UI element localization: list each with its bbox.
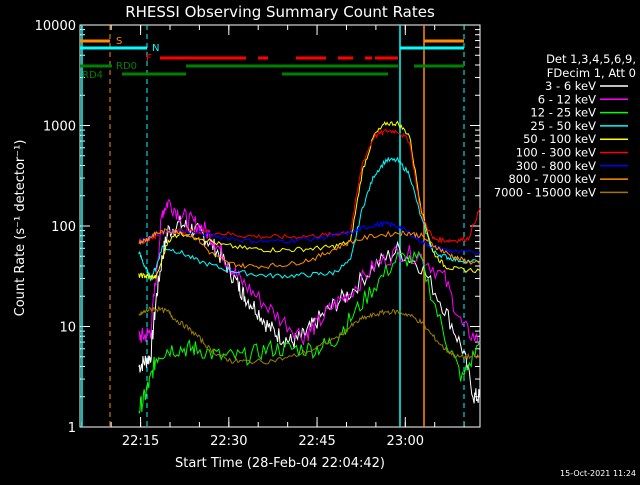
legend-label-4: 50 - 100 keV bbox=[523, 132, 596, 146]
legend-label-8: 7000 - 15000 keV bbox=[494, 185, 596, 199]
legend-label-1: 6 - 12 keV bbox=[538, 92, 596, 106]
x-tick-label: 22:15 bbox=[122, 434, 159, 449]
legend-label-0: 3 - 6 keV bbox=[545, 79, 596, 93]
flag-label-f: F bbox=[146, 53, 152, 64]
series-line-3 bbox=[138, 156, 481, 282]
legend-label-6: 300 - 800 keV bbox=[516, 159, 596, 173]
x-tick-label: 22:30 bbox=[210, 434, 247, 449]
y-tick-label: 1000 bbox=[43, 120, 76, 135]
x-axis-label: Start Time (28-Feb-04 22:04:42) bbox=[175, 456, 385, 471]
flag-label-rd0: RD0 bbox=[116, 61, 137, 72]
y-tick-label: 100 bbox=[51, 220, 76, 235]
legend-label-2: 12 - 25 keV bbox=[530, 106, 596, 120]
y-tick-label: 1 bbox=[68, 421, 76, 436]
series-line-0 bbox=[138, 215, 481, 404]
y-axis-label: Count Rate (s⁻¹ detector⁻¹) bbox=[13, 140, 28, 317]
legend-header-line-2: FDecim 1, Att 0 bbox=[547, 66, 636, 80]
legend-label-7: 800 - 7000 keV bbox=[508, 172, 596, 186]
flag-label-rd4: RD4 bbox=[82, 70, 103, 81]
series-layer bbox=[138, 120, 481, 415]
series-line-2 bbox=[138, 250, 481, 415]
legend-label-5: 100 - 300 keV bbox=[516, 146, 596, 160]
series-line-8 bbox=[138, 305, 481, 365]
flag-label-n: N bbox=[152, 43, 159, 54]
legend-label-3: 25 - 50 keV bbox=[530, 119, 596, 133]
x-tick-label: 22:45 bbox=[298, 434, 335, 449]
y-tick-label: 10 bbox=[59, 321, 76, 336]
series-line-4 bbox=[138, 120, 481, 281]
x-tick-label: 23:00 bbox=[387, 434, 424, 449]
chart-title: RHESSI Observing Summary Count Rates bbox=[125, 3, 435, 21]
flag-label-s: S bbox=[116, 36, 122, 47]
y-tick-label: 10000 bbox=[35, 19, 76, 34]
timestamp-label: 15-Oct-2021 11:24 bbox=[560, 469, 636, 478]
legend-header-line-1: Det 1,3,4,5,6,9, bbox=[546, 52, 636, 66]
series-line-1 bbox=[138, 199, 481, 345]
series-line-7 bbox=[138, 228, 481, 270]
series-line-6 bbox=[138, 220, 481, 255]
